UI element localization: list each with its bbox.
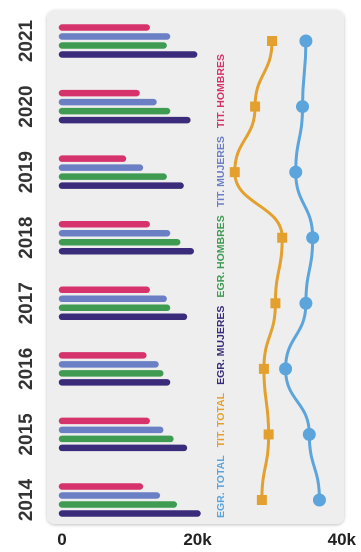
- year-label-2016: 2016: [16, 348, 37, 390]
- legend-egr-mujeres: EGR. MUJERES: [215, 306, 227, 385]
- year-label-2021: 2021: [16, 19, 37, 62]
- legend-tit-hombres: TIT. HOMBRES: [215, 54, 227, 128]
- point-egr-total-2015: [302, 427, 316, 441]
- line-egr-total: [284, 40, 321, 501]
- x-tick-0: 0: [57, 530, 66, 549]
- x-tick-40k: 40k: [328, 530, 357, 549]
- point-egr-total-2017: [299, 296, 313, 310]
- point-tit-total-2015: [263, 429, 274, 440]
- year-label-2015: 2015: [16, 413, 37, 456]
- year-label-2019: 2019: [16, 151, 37, 193]
- legend-tit-total: TIT. TOTAL: [215, 392, 227, 447]
- point-tit-total-2019: [229, 167, 240, 178]
- year-label-2014: 2014: [16, 478, 37, 521]
- plot-panel: [47, 10, 344, 524]
- x-tick-20k: 20k: [183, 530, 212, 549]
- point-tit-total-2016: [258, 363, 269, 374]
- year-label-2017: 2017: [16, 282, 37, 324]
- legend-egr-total: EGR. TOTAL: [215, 455, 227, 518]
- point-egr-total-2020: [296, 100, 310, 114]
- year-label-2020: 2020: [16, 85, 37, 127]
- point-tit-total-2021: [267, 36, 278, 46]
- point-tit-total-2018: [277, 232, 288, 243]
- point-egr-total-2019: [289, 165, 303, 179]
- point-egr-total-2021: [299, 34, 313, 48]
- point-egr-total-2016: [279, 362, 293, 376]
- point-tit-total-2014: [256, 495, 267, 505]
- point-egr-total-2014: [312, 493, 326, 507]
- point-tit-total-2020: [250, 101, 261, 112]
- point-egr-total-2018: [306, 231, 320, 245]
- point-tit-total-2017: [270, 298, 281, 309]
- year-label-2018: 2018: [16, 217, 37, 259]
- legend-egr-hombres: EGR. HOMBRES: [215, 215, 227, 297]
- legend-tit-mujeres: TIT. MUJERES: [215, 136, 227, 207]
